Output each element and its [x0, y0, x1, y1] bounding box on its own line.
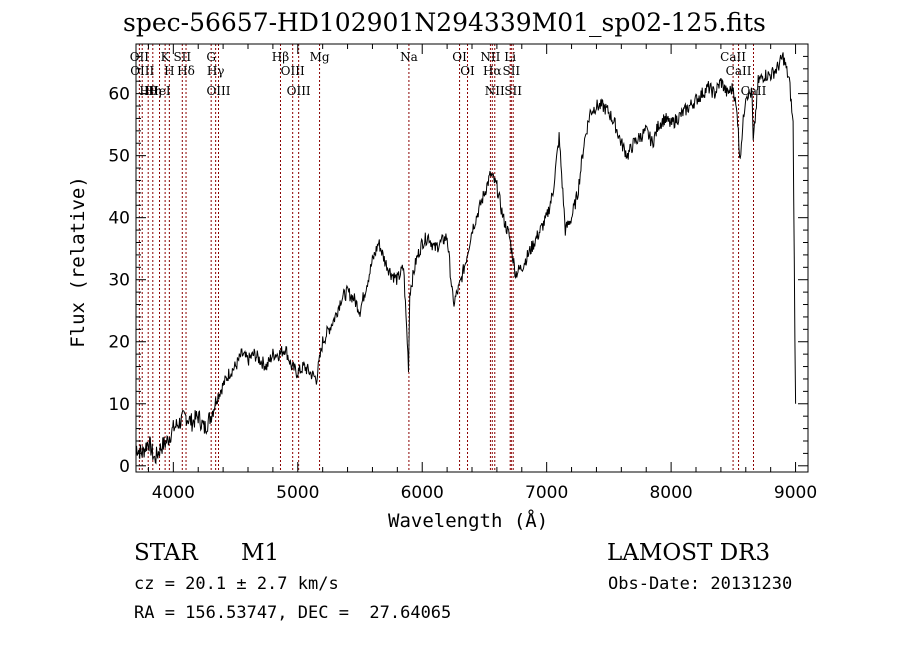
object-class: STAR	[134, 540, 198, 566]
line-marker-label: OIII	[206, 84, 230, 98]
x-tick-label: 8000	[649, 483, 692, 503]
line-marker-label: NII	[480, 50, 500, 64]
coordinates: RA = 156.53747, DEC = 27.64065	[134, 603, 452, 623]
object-subclass: M1	[241, 540, 280, 566]
y-tick-label: 0	[119, 457, 130, 477]
y-tick-label: 40	[108, 209, 130, 229]
line-marker-label: Hη	[144, 84, 162, 98]
line-marker-label: CaII	[741, 84, 767, 98]
line-marker-label: OII	[130, 50, 150, 64]
line-marker-label: OI	[460, 64, 475, 78]
line-marker-label: Hγ	[207, 64, 225, 78]
line-marker-label: HeI	[148, 84, 171, 98]
x-tick-label: 7000	[525, 483, 568, 503]
line-marker-label: CaII	[720, 50, 746, 64]
line-marker-label: OIII	[130, 64, 154, 78]
tick-labels: 4000 5000 6000 7000 8000 9000 0 10 20 30 40 50 60	[108, 85, 817, 503]
line-marker-label: NII	[485, 84, 505, 98]
line-marker-label: G	[206, 50, 216, 64]
line-marker-labels: OIIOIIIHθHηHeIKHSIIHδGHγOIIIHβOIIIOIIIMg…	[130, 50, 767, 98]
survey-name: LAMOST DR3	[607, 540, 771, 566]
line-marker-label: Hθ	[139, 84, 157, 98]
line-marker-label: H	[164, 64, 174, 78]
line-marker-label: CaII	[726, 64, 752, 78]
chart-title: spec-56657-HD102901N294339M01_sp02-125.f…	[123, 8, 766, 37]
line-marker-label: OI	[452, 50, 467, 64]
line-marker-label: Mg	[310, 50, 330, 64]
line-marker-label: Hα	[483, 64, 502, 78]
line-marker-label: Li	[504, 50, 516, 64]
plot-frame	[135, 43, 809, 473]
series-group	[135, 52, 797, 465]
line-marker-label: OIII	[281, 64, 305, 78]
line-marker-label: OIII	[287, 84, 311, 98]
line-marker-label: SII	[173, 50, 191, 64]
redshift-cz: cz = 20.1 ± 2.7 km/s	[134, 574, 339, 594]
line-markers	[138, 44, 754, 472]
y-tick-label: 10	[108, 395, 130, 415]
x-tick-label: 9000	[774, 483, 817, 503]
axis-ticks	[136, 44, 808, 472]
spectrum-line	[135, 52, 797, 465]
line-marker-label: SII	[504, 84, 522, 98]
y-axis-label: Flux (relative)	[67, 176, 89, 348]
line-marker-label: Hβ	[272, 50, 289, 64]
y-tick-label: 50	[108, 147, 130, 167]
y-tick-label: 30	[108, 271, 130, 291]
obs-date: Obs-Date: 20131230	[608, 574, 793, 594]
line-marker-label: SII	[502, 64, 520, 78]
y-tick-label: 60	[108, 85, 130, 105]
x-tick-label: 6000	[401, 483, 444, 503]
x-tick-label: 5000	[276, 483, 319, 503]
y-tick-label: 20	[108, 333, 130, 353]
line-marker-label: Na	[400, 50, 418, 64]
line-marker-label: Hδ	[177, 64, 195, 78]
x-axis-label: Wavelength (Å)	[388, 510, 549, 532]
x-tick-label: 4000	[152, 483, 195, 503]
line-marker-label: K	[161, 50, 171, 64]
